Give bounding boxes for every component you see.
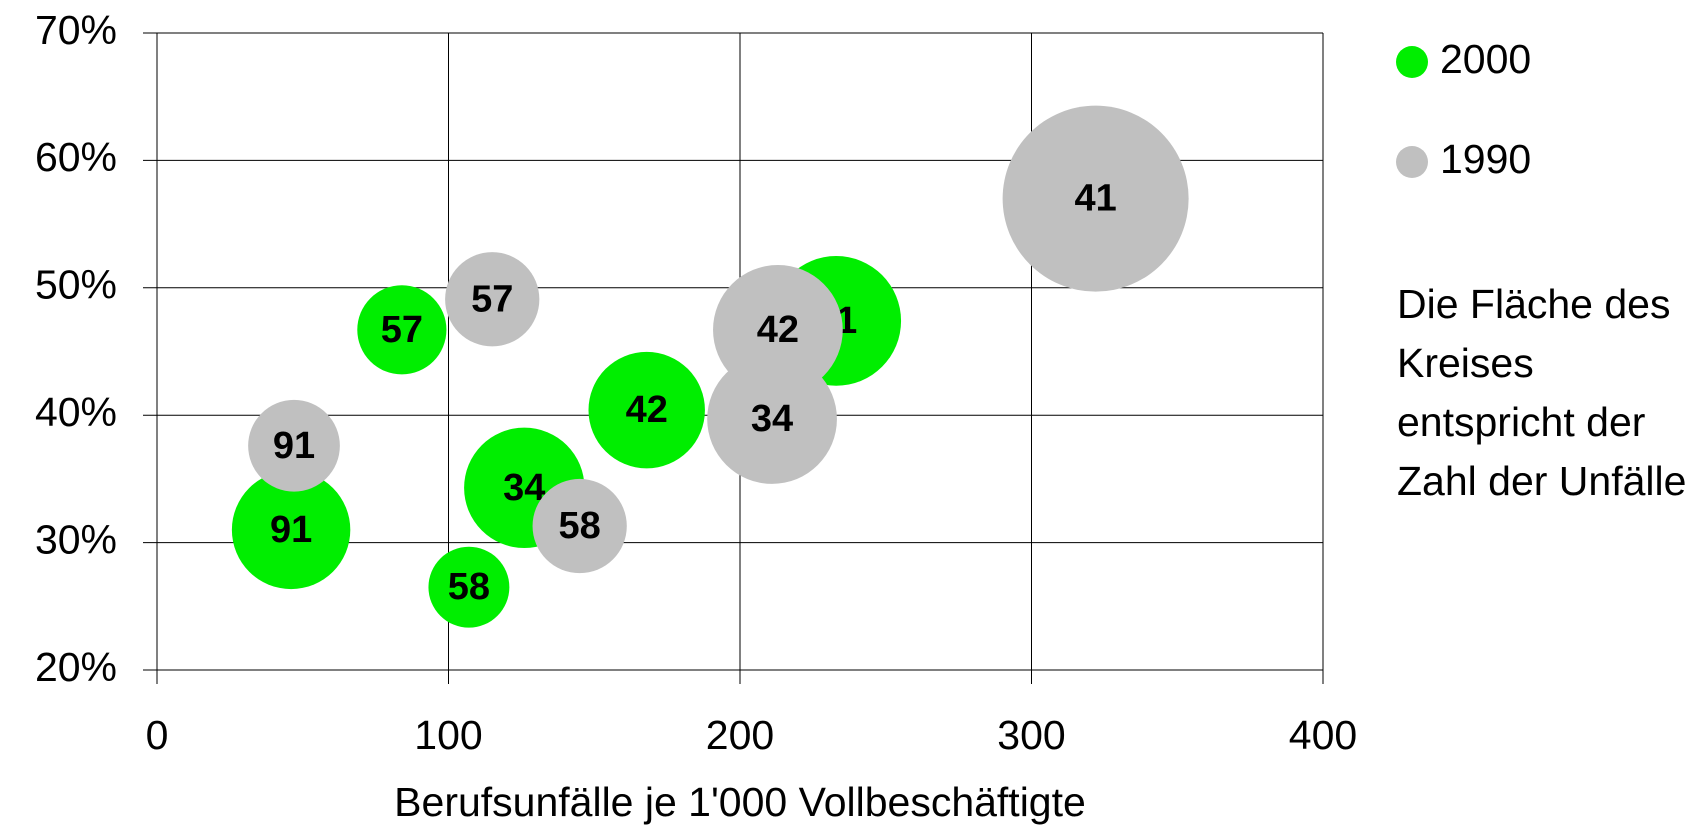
bubble-label: 42 xyxy=(626,389,668,431)
bubble xyxy=(357,285,447,375)
y-tick-label: 70% xyxy=(35,7,117,53)
x-tick-label: 100 xyxy=(414,712,482,758)
bubble-label: 42 xyxy=(757,309,799,351)
legend-marker xyxy=(1396,46,1428,78)
bubble xyxy=(707,354,837,484)
x-tick-label: 0 xyxy=(146,712,169,758)
y-tick-label: 20% xyxy=(35,644,117,690)
bubble xyxy=(248,399,340,492)
y-tick-label: 50% xyxy=(35,262,117,308)
bubble xyxy=(428,546,510,628)
bubble-label: 34 xyxy=(503,467,545,509)
bubble xyxy=(231,470,351,590)
bubble xyxy=(532,478,627,574)
bubble xyxy=(1002,105,1189,292)
x-tick-label: 300 xyxy=(997,712,1065,758)
bubble-label: 57 xyxy=(381,309,423,351)
legend-label: 2000 xyxy=(1440,36,1531,82)
x-axis-label: Berufsunfälle je 1'000 Vollbeschäftigte xyxy=(394,779,1086,825)
bubble-label: 91 xyxy=(270,509,312,551)
y-tick-label: 40% xyxy=(35,389,117,435)
bubble-label: 91 xyxy=(273,425,315,467)
bubble-label: 34 xyxy=(751,398,793,440)
legend-marker xyxy=(1396,146,1428,178)
y-tick-label: 30% xyxy=(35,516,117,562)
note: Die Fläche des Kreises entspricht der Za… xyxy=(1397,281,1687,504)
x-tick-label: 400 xyxy=(1289,712,1357,758)
y-tick-label: 60% xyxy=(35,134,117,180)
bubble-label: 41 xyxy=(1074,178,1116,220)
x-tick-label: 200 xyxy=(706,712,774,758)
bubble-label: 58 xyxy=(448,566,490,608)
bubble-label: 58 xyxy=(559,505,601,547)
legend-label: 1990 xyxy=(1440,136,1531,182)
bubble xyxy=(588,351,705,469)
bubble-label: 57 xyxy=(471,278,513,320)
bubble xyxy=(445,252,540,347)
